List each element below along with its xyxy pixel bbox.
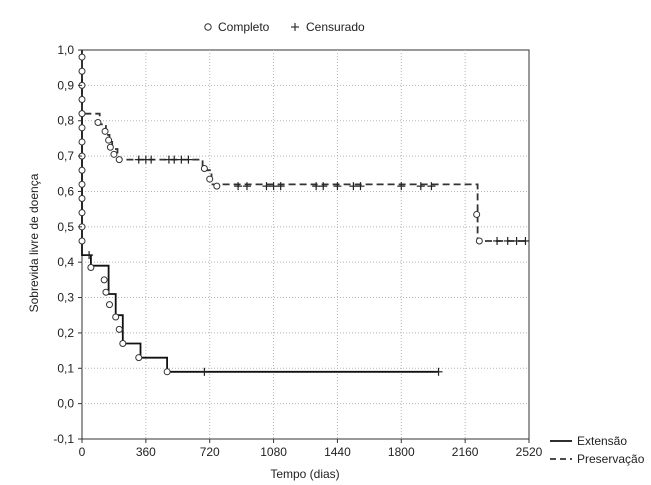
complete-event-marker (135, 354, 143, 362)
censored-event-marker (416, 182, 425, 191)
y-tick-label: 0,0 (57, 397, 74, 411)
censored-event-marker (234, 182, 243, 191)
series-legend: Extensão Preservação (550, 434, 645, 466)
censored-event-marker (512, 236, 521, 245)
x-tick-label: 2160 (452, 445, 479, 459)
marker-layer (78, 53, 530, 376)
y-tick-label: 0,9 (57, 78, 74, 92)
censored-event-marker (262, 182, 271, 191)
y-tick-label: 0,3 (57, 291, 74, 305)
y-tick-label: 0,8 (57, 114, 74, 128)
censored-event-marker (319, 182, 328, 191)
legend-label-extensao: Extensão (577, 434, 627, 448)
x-axis-title: Tempo (dias) (270, 467, 339, 481)
legend-label-completo: Completo (218, 20, 270, 34)
complete-event-marker (78, 96, 86, 104)
complete-event-marker (101, 127, 109, 135)
x-tick-label: 2520 (516, 445, 543, 459)
complete-event-marker (94, 118, 102, 126)
legend-plus-marker (291, 23, 299, 31)
censored-event-marker (134, 155, 143, 164)
complete-event-marker (475, 237, 483, 245)
marker-legend: Completo Censurado (204, 20, 365, 34)
complete-event-marker (78, 237, 86, 245)
censored-event-marker (493, 236, 502, 245)
plot-frame (81, 49, 530, 440)
complete-event-marker (100, 276, 108, 284)
legend-circle-marker (204, 23, 212, 31)
complete-event-marker (473, 210, 481, 218)
legend-label-preservacao: Preservação (577, 452, 645, 466)
complete-event-marker (78, 110, 86, 118)
y-tick-label: 0,6 (57, 184, 74, 198)
censored-event-marker (521, 236, 530, 245)
y-tick-label: 0,5 (57, 220, 74, 234)
x-tick-label: 0 (79, 445, 86, 459)
y-tick-label: 0,4 (57, 255, 74, 269)
censored-event-marker (184, 155, 193, 164)
censored-event-marker (503, 236, 512, 245)
complete-event-marker (206, 175, 214, 183)
censored-event-marker (177, 155, 186, 164)
complete-event-marker (106, 143, 114, 151)
complete-event-marker (112, 313, 120, 321)
complete-event-marker (78, 138, 86, 146)
x-tick-label: 1080 (260, 445, 287, 459)
complete-event-marker (78, 180, 86, 188)
censored-event-marker (397, 182, 406, 191)
censored-event-marker (147, 155, 156, 164)
complete-event-marker (78, 209, 86, 217)
censored-event-marker (434, 367, 443, 376)
x-tick-label: 720 (200, 445, 220, 459)
censored-event-marker (170, 155, 179, 164)
complete-event-marker (119, 340, 127, 348)
censored-event-marker (312, 182, 321, 191)
x-tick-label: 1800 (388, 445, 415, 459)
censored-event-marker (200, 367, 209, 376)
complete-event-marker (115, 156, 123, 164)
complete-event-marker (105, 136, 113, 144)
x-axis-ticks: 0 360 720 1080 1440 1800 2160 2520 (79, 439, 543, 459)
x-tick-label: 1440 (324, 445, 351, 459)
censored-event-marker (356, 182, 365, 191)
y-axis-title: Sobrevida livre de doença (27, 173, 41, 312)
complete-event-marker (200, 164, 208, 172)
complete-event-marker (87, 263, 95, 271)
grid (82, 50, 529, 439)
legend-label-censurado: Censurado (306, 20, 365, 34)
y-tick-label: 0,7 (57, 149, 74, 163)
complete-event-marker (105, 301, 113, 309)
y-tick-label: -0,1 (53, 432, 74, 446)
y-tick-label: 0,2 (57, 326, 74, 340)
censored-event-marker (333, 182, 342, 191)
complete-event-marker (115, 325, 123, 333)
censored-event-marker (242, 182, 251, 191)
complete-event-marker (110, 150, 118, 158)
censored-event-marker (427, 182, 436, 191)
censored-event-marker (85, 251, 94, 260)
y-tick-label: 0,1 (57, 361, 74, 375)
censored-event-marker (349, 182, 358, 191)
censored-event-marker (276, 182, 285, 191)
complete-event-marker (78, 67, 86, 75)
complete-event-marker (78, 195, 86, 203)
y-axis-ticks: -0,1 0,0 0,1 0,2 0,3 0,4 0,5 0,6 0,7 0,8 0,9 1,0 (53, 43, 82, 446)
complete-event-marker (78, 124, 86, 132)
complete-event-marker (78, 166, 86, 174)
complete-event-marker (102, 288, 110, 296)
censored-event-marker (269, 182, 278, 191)
y-tick-label: 1,0 (57, 43, 74, 57)
x-tick-label: 360 (136, 445, 156, 459)
complete-event-marker (78, 53, 86, 61)
complete-event-marker (213, 182, 221, 190)
complete-event-marker (163, 368, 171, 376)
